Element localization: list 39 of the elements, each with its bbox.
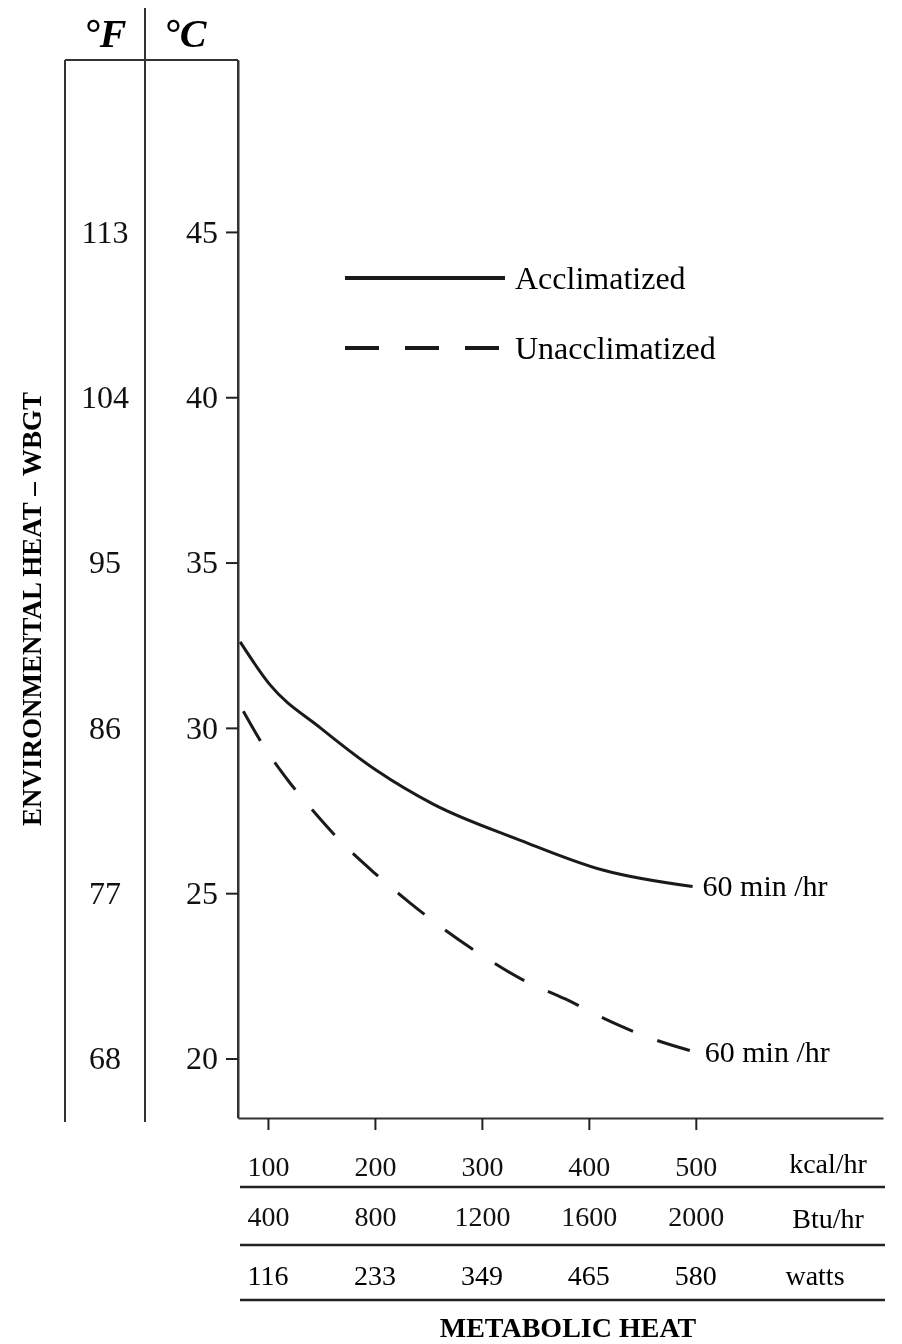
line-series xyxy=(238,640,695,889)
annotation: 60 min /hr xyxy=(704,1034,830,1068)
x-tick-label: 300 xyxy=(461,1150,504,1182)
y2-tick-label: 30 xyxy=(186,709,218,746)
x-tick-label: 500 xyxy=(675,1150,718,1182)
text: 349 xyxy=(460,1260,503,1291)
x2-tick-label: 1200 xyxy=(454,1200,511,1232)
y-tick-label: 104 xyxy=(81,378,129,415)
y2-tick-label: 45 xyxy=(186,213,218,250)
text: Btu/hr xyxy=(792,1203,865,1234)
text: kcal/hr xyxy=(789,1148,868,1179)
legend-label: Unacclimatized xyxy=(515,330,716,366)
y-tick-label: 86 xyxy=(89,709,121,746)
y2-tick-label: 35 xyxy=(186,544,218,581)
x-tick-label: 400 xyxy=(568,1150,611,1182)
x2-tick-label: 1600 xyxy=(561,1200,618,1232)
x-tick-label: 200 xyxy=(354,1150,397,1182)
y-tick-label: 95 xyxy=(89,544,121,581)
text: 233 xyxy=(353,1260,396,1291)
y2-tick-label: 40 xyxy=(186,378,218,415)
text: watts xyxy=(785,1260,845,1291)
text: °C xyxy=(163,11,208,56)
text: 580 xyxy=(674,1260,717,1291)
text: °F xyxy=(83,11,127,56)
text: 465 xyxy=(567,1260,610,1291)
x2-tick-label: 800 xyxy=(354,1200,397,1232)
x-tick-label: 100 xyxy=(247,1150,290,1182)
y-tick-label: 113 xyxy=(81,213,129,250)
x2-tick-label: 400 xyxy=(247,1200,290,1232)
legend-label: Acclimatized xyxy=(515,260,686,296)
x2-tick-label: 2000 xyxy=(668,1200,725,1232)
y2-tick-label: 20 xyxy=(186,1040,218,1077)
y2-tick-label: 25 xyxy=(186,874,218,911)
x-axis-title: METABOLIC HEAT xyxy=(439,1312,697,1343)
y-tick-label: 68 xyxy=(89,1040,121,1077)
y-tick-label: 77 xyxy=(89,874,121,911)
annotation: 60 min /hr xyxy=(702,869,828,903)
y-axis-title: ENVIRONMENTAL HEAT – WBGT xyxy=(17,392,47,826)
text: 116 xyxy=(247,1260,289,1291)
